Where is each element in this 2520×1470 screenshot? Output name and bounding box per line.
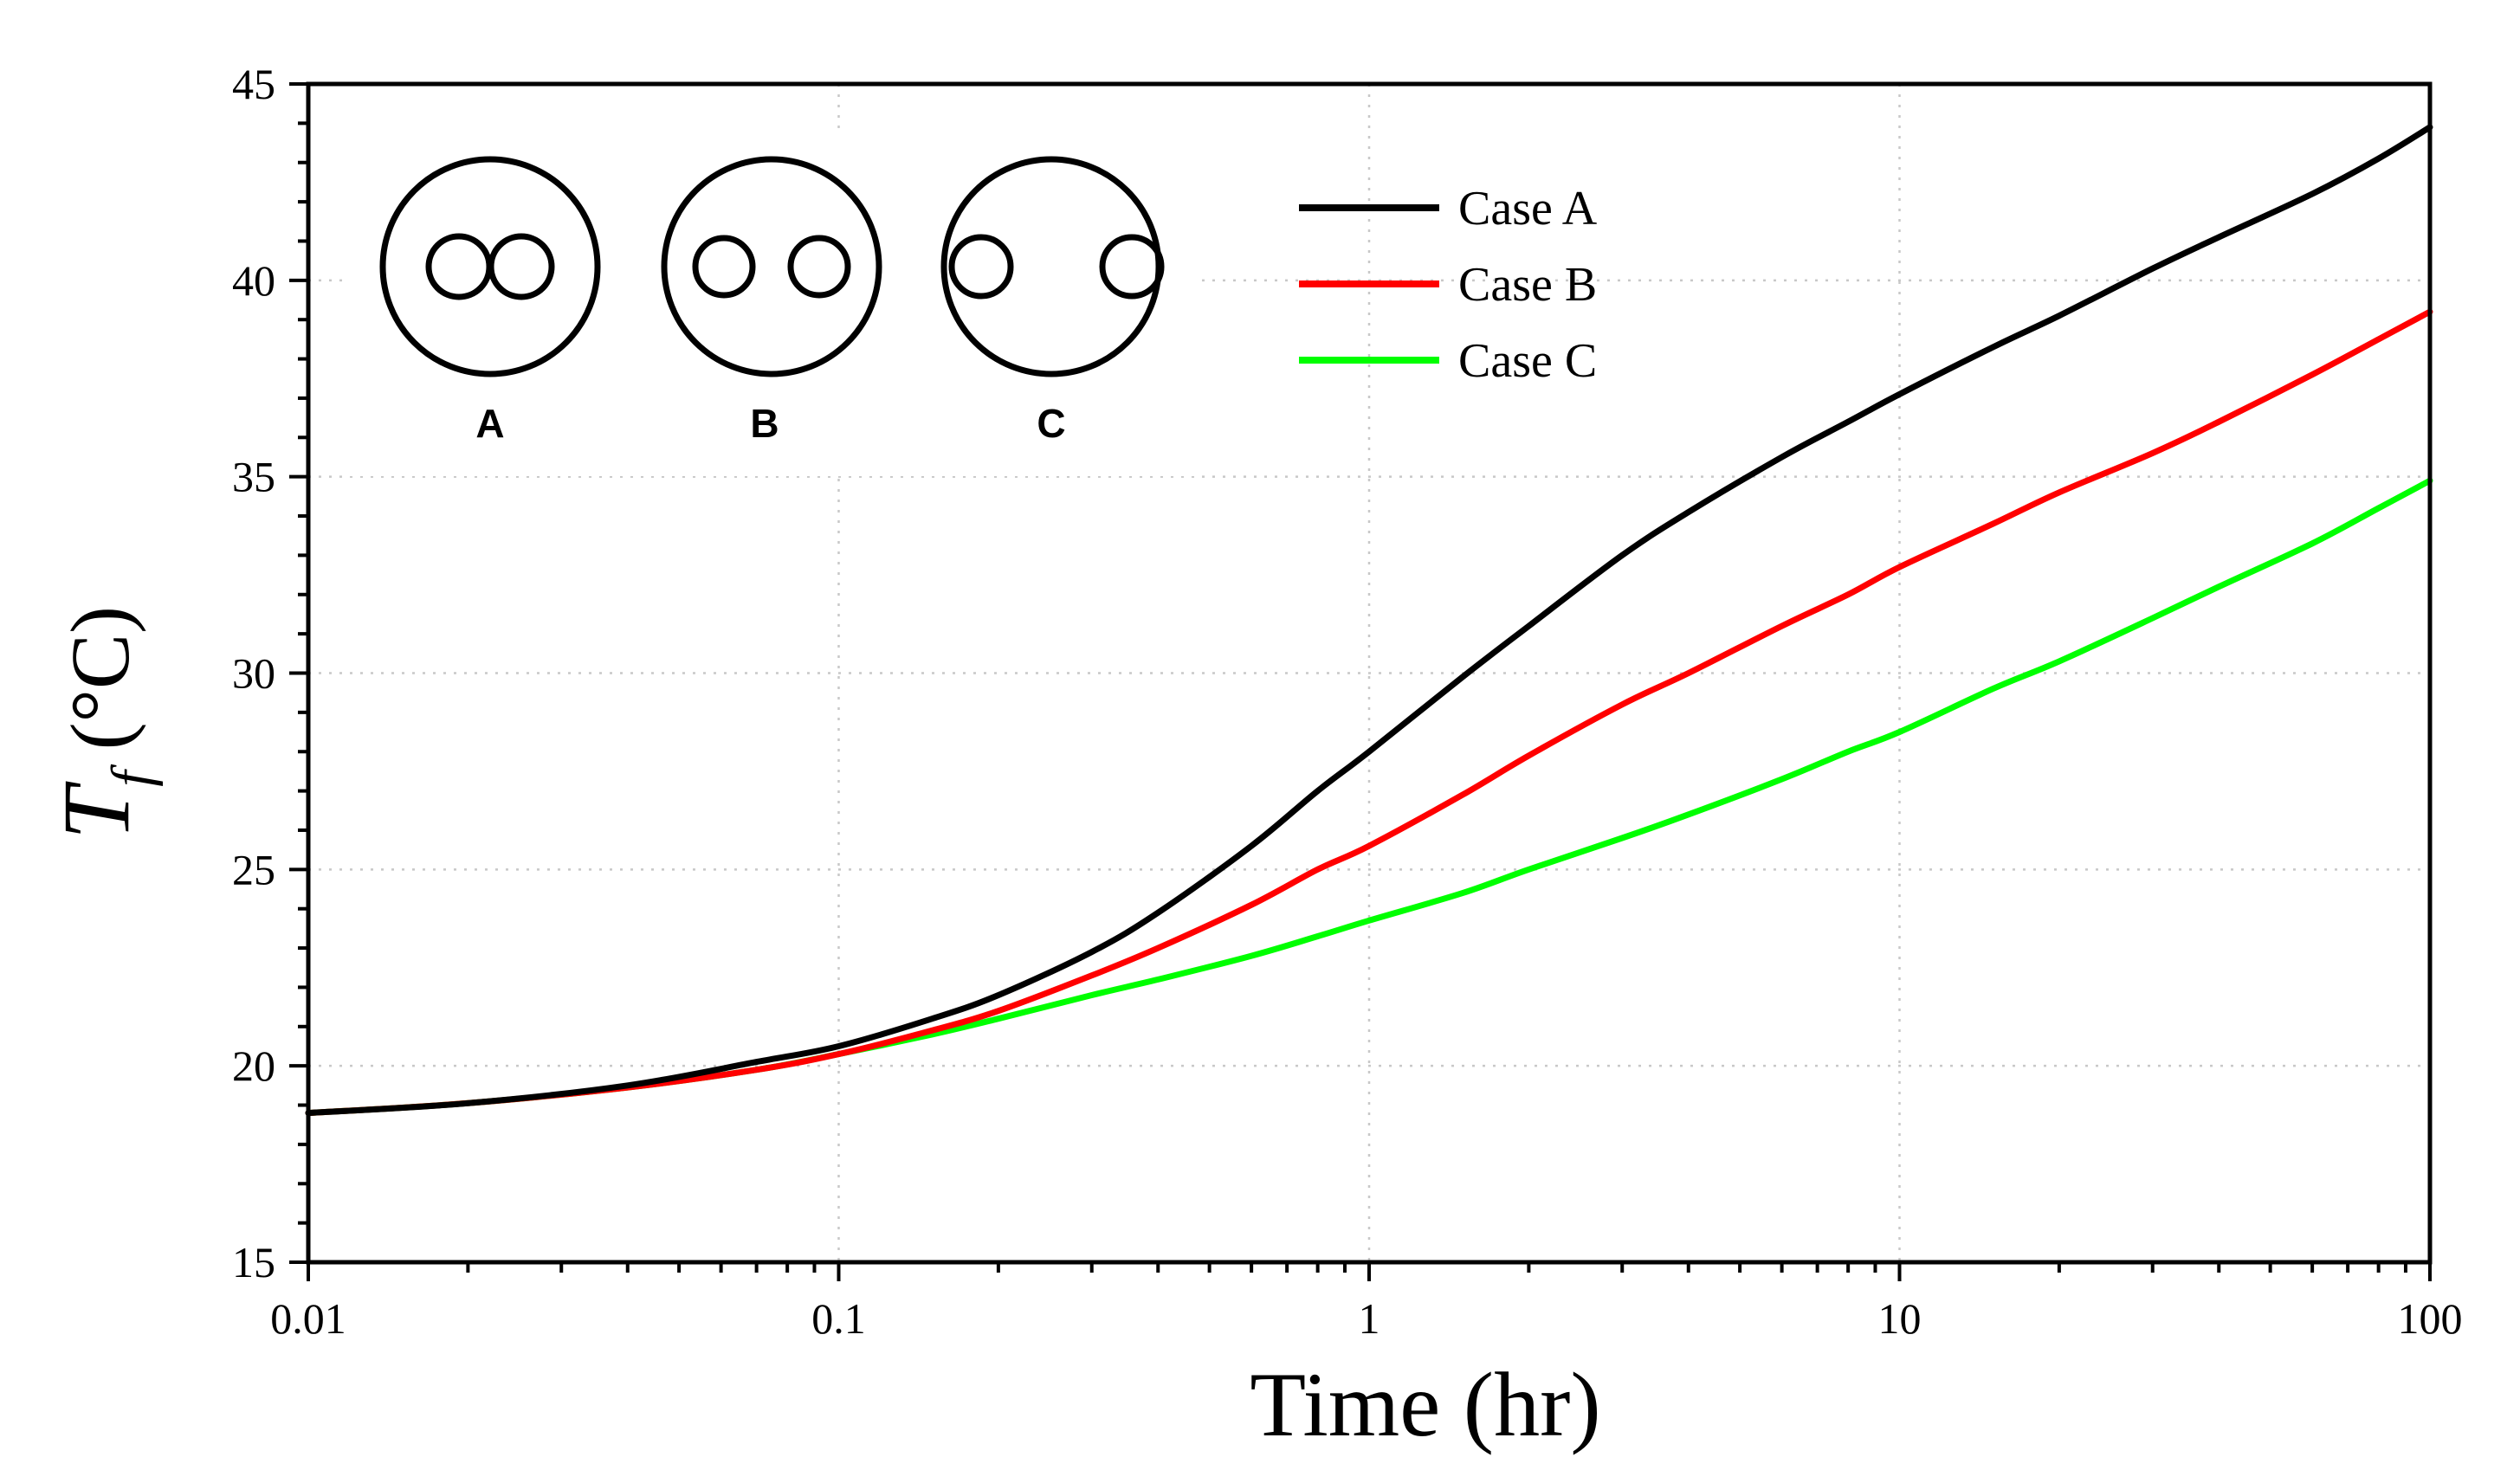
grid-lines (308, 84, 2430, 1262)
x-axis-title: Time (hr) (1250, 1354, 1600, 1455)
inset-background (346, 130, 1195, 476)
legend-label-case-c: Case C (1458, 334, 1597, 388)
legend-label-case-a: Case A (1458, 182, 1598, 235)
y-axis: 15 20 25 30 35 40 45 (232, 60, 308, 1286)
inset-label-a: A (475, 401, 504, 446)
inset-case-c: C (940, 156, 1165, 446)
y-tick-label: 30 (232, 649, 275, 698)
legend-label-case-b: Case B (1458, 258, 1597, 312)
x-axis: 0.01 0.1 1 10 100 (270, 1262, 2463, 1343)
x-tick-label: 100 (2398, 1294, 2463, 1343)
series-line-case-b (305, 308, 2433, 1117)
y-tick-label: 45 (232, 60, 275, 108)
inset-c-pipe-right (1099, 234, 1165, 300)
inset-a-borehole (379, 156, 601, 377)
x-tick-label: 0.1 (811, 1294, 866, 1343)
inset-b-pipe-left (692, 235, 756, 299)
y-tick-label: 25 (232, 845, 275, 893)
series-lines (305, 124, 2433, 1117)
x-tick-label: 10 (1878, 1294, 1922, 1343)
y-axis-symbol: T (43, 781, 149, 840)
y-tick-label: 20 (232, 1041, 275, 1090)
legend: Case A Case B Case C (1299, 182, 1598, 388)
y-axis-unit: (°C) (54, 606, 146, 770)
y-tick-label: 40 (232, 256, 275, 305)
x-tick-label: 0.01 (270, 1294, 346, 1343)
series-line-case-a (305, 124, 2433, 1117)
y-axis-title: Tf (°C) (43, 606, 164, 840)
y-tick-label: 15 (232, 1238, 275, 1286)
inset-a-pipe-right (488, 233, 555, 300)
inset-b-borehole (661, 156, 882, 377)
inset-diagram: A B C (346, 130, 1195, 476)
inset-label-c: C (1037, 401, 1065, 446)
inset-case-b: B (661, 156, 882, 446)
inset-b-pipe-right (787, 235, 851, 299)
inset-c-pipe-left (948, 234, 1014, 300)
inset-label-b: B (750, 401, 779, 446)
y-tick-label: 35 (232, 453, 275, 501)
inset-case-a: A (379, 156, 601, 446)
x-tick-label: 1 (1359, 1294, 1380, 1343)
